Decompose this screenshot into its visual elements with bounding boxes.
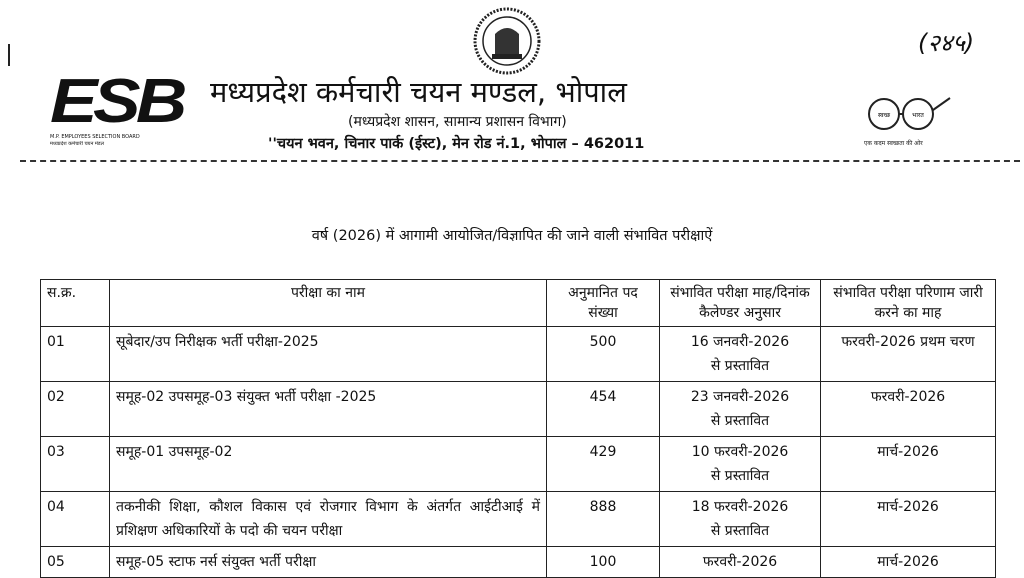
result-month-cell: फरवरी-2026 [820,381,996,437]
address-box: ''चयन भवन, चिनार पार्क (ईस्ट), मेन रोड न… [268,134,768,154]
column-header: परीक्षा का नाम [109,279,547,327]
serial-number-cell: 05 [40,546,110,578]
exam-date-cell: 18 फरवरी-2026 से प्रस्तावित [659,491,821,547]
esb-logo-subtitle: M.P. EMPLOYEES SELECTION BOARD [50,134,140,140]
posts-count-cell: 429 [546,436,660,492]
scan-mark [8,44,10,66]
serial-number-cell: 04 [40,491,110,547]
exam-date-cell: 16 जनवरी-2026 से प्रस्तावित [659,326,821,382]
posts-count-cell: 500 [546,326,660,382]
logo-word-left: स्वच्छ [878,112,891,119]
result-month-cell: मार्च-2026 [820,546,996,578]
department-subtitle: (मध्यप्रदेश शासन, सामान्य प्रशासन विभाग) [348,114,567,130]
exam-name-cell: समूह-01 उपसमूह-02 [109,436,547,492]
result-month-cell: फरवरी-2026 प्रथम चरण [820,326,996,382]
exam-name-cell: समूह-02 उपसमूह-03 संयुक्त भर्ती परीक्षा … [109,381,547,437]
exam-date-cell: फरवरी-2026 [659,546,821,578]
esb-logo-letters: ESB [50,70,187,134]
address: ''चयन भवन, चिनार पार्क (ईस्ट), मेन रोड न… [268,136,645,152]
organization-title: मध्यप्रदेश कर्मचारी चयन मण्डल, भोपाल [210,75,627,109]
table-row: 03 समूह-01 उपसमूह-02 429 10 फरवरी-2026 से प… [40,436,996,492]
result-month-cell: मार्च-2026 [820,436,996,492]
header-divider [20,160,1020,162]
logo-word-right: भारत [912,112,924,119]
swachh-bharat-logo: स्वच्छ भारत एक कदम स्वच्छता की ओर [856,86,952,152]
glasses-icon: स्वच्छ भारत [868,97,951,130]
esb-logo-subtitle-hindi: मध्यप्रदेश कर्मचारी चयन मंडल [50,141,104,147]
column-header: स.क्र. [40,279,110,327]
department-subtitle-box: (मध्यप्रदेश शासन, सामान्य प्रशासन विभाग) [348,113,748,132]
exam-schedule-table: स.क्र. परीक्षा का नाम अनुमानित पद संख्या… [40,279,996,578]
logo-tagline: एक कदम स्वच्छता की ओर [864,140,923,147]
exam-name-cell: तकनीकी शिक्षा, कौशल विकास एवं रोजगार विभ… [109,491,547,547]
organization-title-box: मध्यप्रदेश कर्मचारी चयन मण्डल, भोपाल [210,74,840,110]
column-header: अनुमानित पद संख्या [546,279,660,327]
posts-count-cell: 454 [546,381,660,437]
exam-date-cell: 10 फरवरी-2026 से प्रस्तावित [659,436,821,492]
table-row: 05 समूह-05 स्टाफ नर्स संयुक्त भर्ती परीक्… [40,546,996,578]
handwritten-page-number: (२४५) [918,29,975,57]
table-row: 04 तकनीकी शिक्षा, कौशल विकास एवं रोजगार व… [40,491,996,547]
state-emblem-icon [473,7,541,75]
esb-logo: ESB M.P. EMPLOYEES SELECTION BOARD मध्यप… [50,70,187,152]
table-header-row: स.क्र. परीक्षा का नाम अनुमानित पद संख्या… [40,279,996,327]
posts-count-cell: 888 [546,491,660,547]
exam-name-cell: समूह-05 स्टाफ नर्स संयुक्त भर्ती परीक्षा [109,546,547,578]
table-row: 02 समूह-02 उपसमूह-03 संयुक्त भर्ती परीक्ष… [40,381,996,437]
document-heading: वर्ष (2026) में आगामी आयोजित/विज्ञापित क… [311,228,713,244]
posts-count-cell: 100 [546,546,660,578]
exam-date-cell: 23 जनवरी-2026 से प्रस्तावित [659,381,821,437]
column-header: संभावित परीक्षा माह/दिनांक कैलेण्डर अनुस… [659,279,821,327]
serial-number-cell: 02 [40,381,110,437]
table-row: 01 सूबेदार/उप निरीक्षक भर्ती परीक्षा-2025… [40,326,996,382]
column-header: संभावित परीक्षा परिणाम जारी करने का माह [820,279,996,327]
serial-number-cell: 03 [40,436,110,492]
result-month-cell: मार्च-2026 [820,491,996,547]
exam-name-cell: सूबेदार/उप निरीक्षक भर्ती परीक्षा-2025 [109,326,547,382]
serial-number-cell: 01 [40,326,110,382]
